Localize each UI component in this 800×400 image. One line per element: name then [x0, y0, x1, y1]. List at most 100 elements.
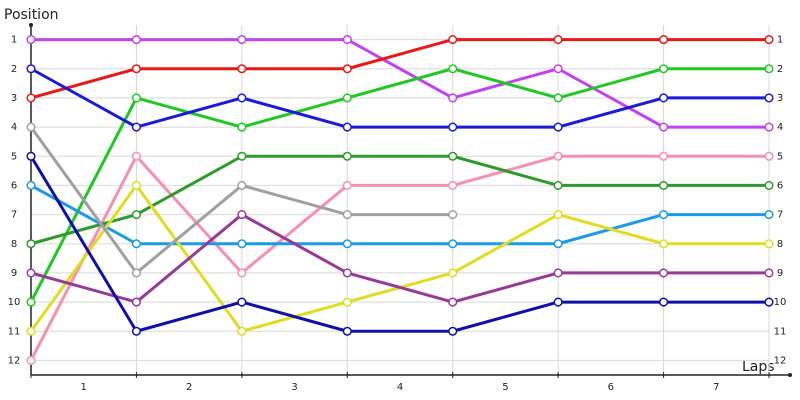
point — [764, 122, 774, 132]
point — [131, 35, 141, 45]
x-tick-label: 6 — [608, 382, 614, 393]
point — [553, 268, 563, 278]
y-tick-label: 11 — [8, 326, 21, 337]
y-tick-label: 6 — [11, 180, 17, 191]
point — [659, 35, 669, 45]
point — [659, 239, 669, 249]
y-tick-label-right: 10 — [774, 297, 787, 308]
point — [342, 268, 352, 278]
point — [448, 151, 458, 161]
point — [131, 151, 141, 161]
point — [553, 93, 563, 103]
point — [448, 35, 458, 45]
point — [26, 151, 36, 161]
point — [131, 268, 141, 278]
series-line — [31, 38, 769, 129]
point — [342, 122, 352, 132]
point — [553, 151, 563, 161]
x-tick-label: 3 — [291, 382, 297, 393]
point — [448, 93, 458, 103]
grid — [30, 25, 770, 375]
point — [131, 210, 141, 220]
point — [659, 122, 669, 132]
point — [764, 268, 774, 278]
y-tick-label-right: 12 — [774, 355, 787, 366]
point — [553, 180, 563, 190]
x-axis-label: Laps — [742, 359, 775, 375]
point — [448, 210, 458, 220]
series-line — [30, 38, 769, 100]
point — [553, 297, 563, 307]
y-tick-label: 1 — [11, 35, 17, 46]
point — [26, 180, 36, 190]
point — [26, 326, 36, 336]
point — [448, 268, 458, 278]
point — [659, 151, 669, 161]
point — [448, 239, 458, 249]
point — [342, 239, 352, 249]
y-tick-label: 3 — [11, 93, 17, 104]
x-tick-label: 7 — [713, 382, 719, 393]
series-line — [30, 154, 769, 246]
series-line — [29, 155, 769, 333]
point — [553, 210, 563, 220]
point — [448, 122, 458, 132]
point — [26, 64, 36, 74]
y-tick-label-right: 5 — [777, 151, 783, 162]
point — [237, 151, 247, 161]
point — [342, 297, 352, 307]
point — [448, 180, 458, 190]
series-line — [29, 154, 769, 362]
point — [131, 122, 141, 132]
point — [237, 210, 247, 220]
point — [131, 297, 141, 307]
series-line — [29, 67, 769, 303]
point — [131, 180, 141, 190]
y-tick-label: 9 — [11, 268, 17, 279]
point — [237, 122, 247, 132]
y-tick-label: 10 — [8, 297, 21, 308]
point — [237, 93, 247, 103]
point — [26, 297, 36, 307]
point — [448, 64, 458, 74]
point — [131, 239, 141, 249]
y-tick-label-right: 2 — [777, 64, 783, 75]
y-tick-label: 12 — [8, 355, 21, 366]
point — [342, 326, 352, 336]
point — [553, 35, 563, 45]
point — [237, 239, 247, 249]
points — [26, 35, 774, 365]
point — [764, 297, 774, 307]
point — [764, 35, 774, 45]
y-tick-label-right: 1 — [777, 35, 783, 46]
y-tick-label-right: 8 — [777, 239, 783, 250]
point — [553, 122, 563, 132]
point — [237, 180, 247, 190]
point — [764, 93, 774, 103]
x-tick-label: 1 — [81, 382, 87, 393]
y-axis-end — [29, 23, 33, 27]
point — [764, 64, 774, 74]
point — [553, 64, 563, 74]
lines — [29, 38, 769, 362]
point — [659, 64, 669, 74]
point — [26, 93, 36, 103]
x-tick-label: 4 — [397, 382, 403, 393]
y-tick-label: 8 — [11, 239, 17, 250]
y-tick-label: 7 — [11, 210, 17, 221]
y-tick-label-right: 11 — [774, 326, 787, 337]
y-tick-label-right: 3 — [777, 93, 783, 104]
series-line — [30, 67, 769, 129]
y-tick-label: 5 — [11, 151, 17, 162]
point — [342, 64, 352, 74]
point — [237, 297, 247, 307]
point — [237, 268, 247, 278]
point — [448, 326, 458, 336]
point — [553, 239, 563, 249]
point — [764, 239, 774, 249]
series-line — [30, 184, 769, 246]
y-tick-label: 2 — [11, 64, 17, 75]
point — [26, 268, 36, 278]
